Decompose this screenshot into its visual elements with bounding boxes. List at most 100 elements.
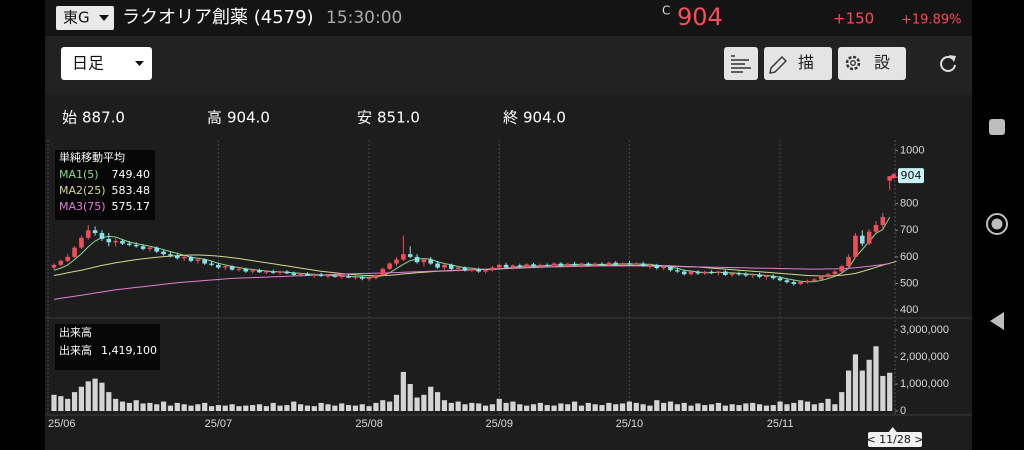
volume-bar	[250, 405, 256, 411]
volume-bar	[400, 371, 406, 411]
candle-body	[633, 263, 639, 265]
candle-body	[654, 264, 660, 269]
candle-body	[661, 266, 666, 269]
legend-title: 単純移動平均	[59, 150, 125, 164]
y-tick-label: 3,000,000	[900, 324, 949, 336]
candle-body	[647, 264, 653, 266]
nav-home[interactable]	[986, 213, 1008, 235]
candle-body	[812, 279, 817, 281]
volume-bar	[681, 402, 687, 411]
candle-body	[558, 263, 564, 266]
volume-bar	[243, 405, 249, 411]
settings-button[interactable]	[838, 47, 906, 80]
last-price-dot	[891, 173, 897, 179]
volume-bar	[709, 404, 715, 411]
candle-body	[675, 270, 680, 272]
volume-bar	[558, 403, 564, 411]
volume-bar	[352, 405, 358, 411]
candle-body	[818, 276, 824, 280]
candle-body	[161, 251, 166, 255]
volume-bar	[866, 359, 872, 411]
candle-body	[462, 267, 468, 271]
volume-bar	[887, 372, 893, 411]
refresh-icon[interactable]	[940, 56, 956, 72]
volume-bar	[496, 398, 502, 411]
nav-back[interactable]	[990, 312, 1004, 330]
x-tick-label: 25/10	[616, 418, 644, 430]
candle-body	[702, 271, 708, 274]
volume-bar	[537, 402, 543, 411]
candle-body	[620, 263, 625, 265]
candle-body	[695, 271, 701, 274]
volume-bar	[236, 406, 242, 411]
candle-body	[209, 263, 214, 265]
exchange-select[interactable]	[56, 6, 114, 30]
candle-body	[853, 235, 858, 257]
volume-name: 出来高	[59, 343, 92, 357]
volume-bar	[873, 346, 879, 411]
candle-body	[229, 266, 235, 270]
volume-bar	[366, 406, 372, 411]
volume-bar	[811, 404, 817, 411]
nav-recents[interactable]	[989, 119, 1005, 135]
volume-bar	[202, 402, 208, 411]
candle-body	[133, 244, 139, 247]
volume-bar	[784, 404, 790, 411]
volume-bar	[517, 404, 523, 411]
candle-body	[318, 274, 324, 277]
volume-bar	[613, 404, 619, 411]
candle-body	[353, 276, 358, 278]
candle-body	[181, 256, 187, 259]
draw-button[interactable]	[764, 47, 832, 80]
y-tick-label: 600	[900, 251, 918, 263]
candle-body	[380, 268, 386, 276]
gear-icon	[845, 55, 861, 71]
y-tick-label: 1,000,000	[900, 378, 949, 390]
change: +150	[833, 10, 874, 28]
candle-body	[709, 271, 714, 273]
gear-icon-center	[850, 60, 856, 66]
summary-label: 終	[503, 109, 518, 127]
candle-body	[359, 276, 365, 279]
candle-body	[469, 268, 475, 271]
candle-body	[414, 256, 420, 263]
pencil-icon	[769, 56, 787, 74]
volume-bar	[859, 370, 865, 411]
volume-bar	[469, 402, 475, 411]
candle-body	[401, 254, 406, 260]
candle-body	[572, 263, 577, 265]
candle-body	[880, 217, 886, 226]
y-tick-label: 500	[900, 277, 918, 289]
candle-body	[216, 264, 221, 268]
volume-bar	[428, 386, 434, 411]
volume-bar	[455, 401, 461, 411]
date-tag[interactable]	[868, 432, 922, 447]
candle-body	[860, 235, 865, 244]
y-tick-label: 0	[900, 405, 906, 417]
volume-bar	[606, 402, 612, 411]
candle-body	[168, 254, 173, 256]
candle-body	[99, 232, 105, 239]
summary-label: 高	[207, 109, 222, 127]
volume-bar	[167, 405, 174, 411]
candle-body	[85, 230, 91, 238]
legend-name: MA1(5)	[59, 168, 99, 181]
period-select[interactable]	[61, 47, 152, 80]
candle-body	[140, 246, 146, 249]
legend-name: MA3(75)	[59, 200, 106, 213]
volume-bar	[654, 400, 660, 411]
volume-bar	[695, 403, 701, 411]
ohlc-summary: 始 887.0 高 904.0 安 851.0 終 904.0	[62, 109, 566, 127]
volume-bar	[798, 400, 804, 411]
candle-body	[106, 238, 112, 243]
summary-value: 904.0	[523, 109, 566, 127]
candle-body	[483, 270, 488, 272]
candle-body	[846, 256, 851, 267]
candle-body	[764, 276, 769, 278]
candle-body	[154, 247, 160, 252]
candle-body	[551, 263, 557, 266]
volume-title: 出来高	[59, 325, 92, 339]
candle-body	[887, 176, 892, 181]
candle-body	[325, 275, 331, 277]
volume-bar	[222, 405, 228, 411]
